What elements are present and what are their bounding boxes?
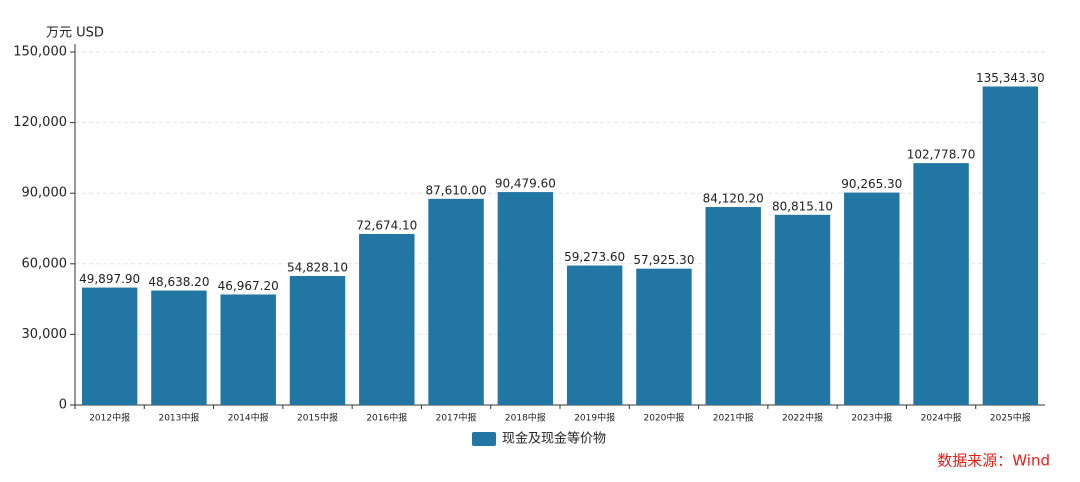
data-label: 84,120.20: [703, 192, 764, 206]
x-tick-label: 2015中报: [297, 412, 338, 424]
data-label: 80,815.10: [772, 199, 833, 213]
bar: [289, 275, 346, 405]
data-label: 90,479.60: [495, 177, 556, 191]
y-tick-label: 90,000: [22, 186, 68, 201]
data-label: 48,638.20: [148, 275, 209, 289]
bar: [636, 268, 692, 405]
y-tick-label: 60,000: [22, 256, 68, 271]
data-label: 57,925.30: [633, 253, 694, 267]
legend-label: 现金及现金等价物: [502, 431, 606, 447]
x-tick-label: 2021中报: [713, 412, 754, 424]
x-tick-label: 2016中报: [366, 412, 407, 424]
data-label: 87,610.00: [426, 183, 487, 197]
x-tick-label: 2018中报: [505, 412, 546, 424]
data-label: 49,897.90: [79, 272, 140, 286]
data-label: 54,828.10: [287, 260, 348, 274]
y-tick-label: 0: [59, 398, 67, 413]
bar: [151, 290, 207, 405]
x-tick-label: 2023中报: [851, 412, 892, 424]
bar: [774, 214, 831, 405]
data-label: 46,967.20: [218, 279, 279, 293]
bar: [913, 163, 969, 405]
bar: [359, 233, 415, 405]
bar: [705, 207, 761, 405]
data-label: 135,343.30: [976, 71, 1045, 85]
data-label: 72,674.10: [356, 218, 417, 232]
x-tick-label: 2019中报: [574, 412, 615, 424]
x-tick-label: 2013中报: [158, 412, 199, 424]
bar: [844, 192, 900, 405]
x-tick-label: 2022中报: [782, 412, 823, 424]
data-label: 59,273.60: [564, 250, 625, 264]
y-axis-unit: 万元 USD: [46, 26, 104, 41]
source: 数据来源：Wind: [937, 452, 1050, 470]
bar: [982, 86, 1039, 406]
bar: [81, 287, 138, 405]
bar: [220, 294, 276, 405]
x-tick-label: 2012中报: [89, 412, 130, 424]
x-tick-label: 2025中报: [990, 412, 1031, 424]
y-tick-label: 30,000: [22, 327, 68, 342]
bar: [428, 198, 484, 405]
x-tick-label: 2017中报: [436, 412, 477, 424]
bar: [497, 192, 554, 405]
x-tick-label: 2024中报: [921, 412, 962, 424]
bar: [566, 265, 623, 405]
y-tick-label: 120,000: [13, 115, 67, 130]
y-tick-label: 150,000: [13, 45, 67, 60]
x-tick-label: 2014中报: [228, 412, 269, 424]
x-tick-label: 2020中报: [643, 412, 684, 424]
legend-swatch: [472, 432, 496, 446]
data-label: 90,265.30: [841, 177, 902, 191]
data-label: 102,778.70: [907, 148, 976, 162]
